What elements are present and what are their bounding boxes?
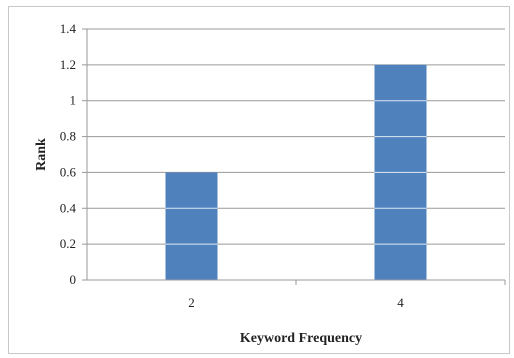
y-tick-label: 0.8 (60, 129, 76, 144)
bar-2 (165, 172, 218, 280)
bars (165, 64, 427, 280)
y-tick-label: 1.4 (60, 21, 77, 36)
x-tick-label: 2 (188, 295, 195, 310)
x-axis-title: Keyword Frequency (240, 331, 362, 346)
y-tick-label: 0.4 (60, 200, 77, 215)
y-tick-label: 0.2 (60, 236, 76, 251)
y-axis-ticks: 0 0.2 0.4 0.6 0.8 1 1.2 1.4 (60, 21, 88, 287)
gridlines (87, 28, 505, 245)
y-tick-label: 1 (70, 93, 77, 108)
x-tick-label: 4 (397, 295, 404, 310)
y-tick-label: 0.6 (60, 164, 77, 179)
y-axis-title: Rank (34, 138, 49, 171)
y-tick-label: 0 (70, 272, 77, 287)
y-tick-label: 1.2 (60, 57, 76, 72)
